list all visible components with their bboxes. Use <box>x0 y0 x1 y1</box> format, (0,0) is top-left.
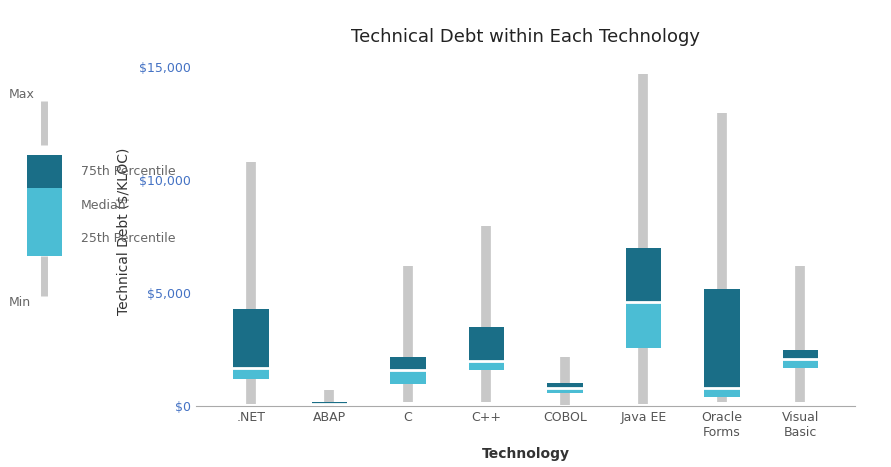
Bar <box>625 302 661 347</box>
Text: Max: Max <box>9 88 35 100</box>
Bar <box>233 368 268 379</box>
Bar <box>27 189 61 222</box>
Text: 25th Percentile: 25th Percentile <box>81 233 176 246</box>
Bar <box>547 382 583 388</box>
Bar <box>704 289 740 388</box>
Text: 75th Percentile: 75th Percentile <box>81 165 176 178</box>
Text: Median: Median <box>81 199 127 212</box>
Bar <box>547 388 583 393</box>
Text: Min: Min <box>9 296 31 309</box>
Title: Technical Debt within Each Technology: Technical Debt within Each Technology <box>351 28 700 46</box>
Bar <box>469 327 504 361</box>
Bar <box>312 402 347 404</box>
Bar <box>783 359 818 368</box>
Y-axis label: Technical Debt ($/KLOC): Technical Debt ($/KLOC) <box>117 148 131 315</box>
Bar <box>469 361 504 370</box>
Bar <box>27 222 61 256</box>
Bar <box>625 248 661 302</box>
Bar <box>390 370 426 384</box>
Bar <box>783 350 818 359</box>
Bar <box>27 155 61 189</box>
Bar <box>312 404 347 405</box>
Bar <box>704 388 740 397</box>
X-axis label: Technology: Technology <box>482 447 569 461</box>
Bar <box>390 357 426 370</box>
Bar <box>233 309 268 368</box>
